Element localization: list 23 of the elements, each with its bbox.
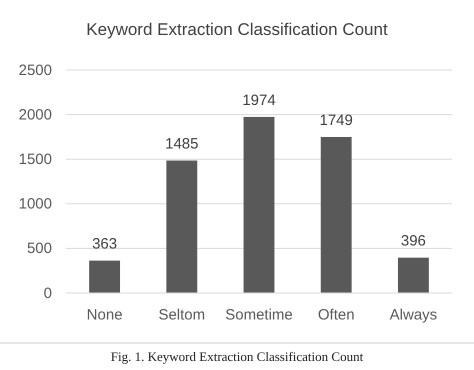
x-tick-label: Always <box>390 306 438 324</box>
y-tick-label: 2500 <box>18 62 52 79</box>
y-tick-label: 2000 <box>18 106 52 124</box>
x-tick-label: None <box>86 306 123 324</box>
caption: Fig. 1. Keyword Extraction Classification Count <box>110 349 364 364</box>
data-label: 1974 <box>242 92 276 109</box>
y-tick-label: 500 <box>26 240 52 258</box>
y-tick-label: 0 <box>44 284 52 302</box>
data-label: 1485 <box>165 136 198 153</box>
x-tick-label: Seltom <box>158 306 206 324</box>
bar <box>398 258 429 293</box>
bar <box>244 116 274 293</box>
data-label: 396 <box>400 232 426 250</box>
bar <box>89 260 120 293</box>
y-tick-label: 1000 <box>18 196 52 213</box>
bar <box>320 136 352 293</box>
data-label: 363 <box>92 236 118 253</box>
x-tick-label: Sometime <box>225 306 293 324</box>
data-label: 1749 <box>320 112 353 129</box>
bar <box>166 160 198 293</box>
x-tick-label: Often <box>318 306 355 324</box>
y-tick-label: 1500 <box>18 151 52 168</box>
chart-title: Keyword Extraction Classification Count <box>86 20 388 39</box>
